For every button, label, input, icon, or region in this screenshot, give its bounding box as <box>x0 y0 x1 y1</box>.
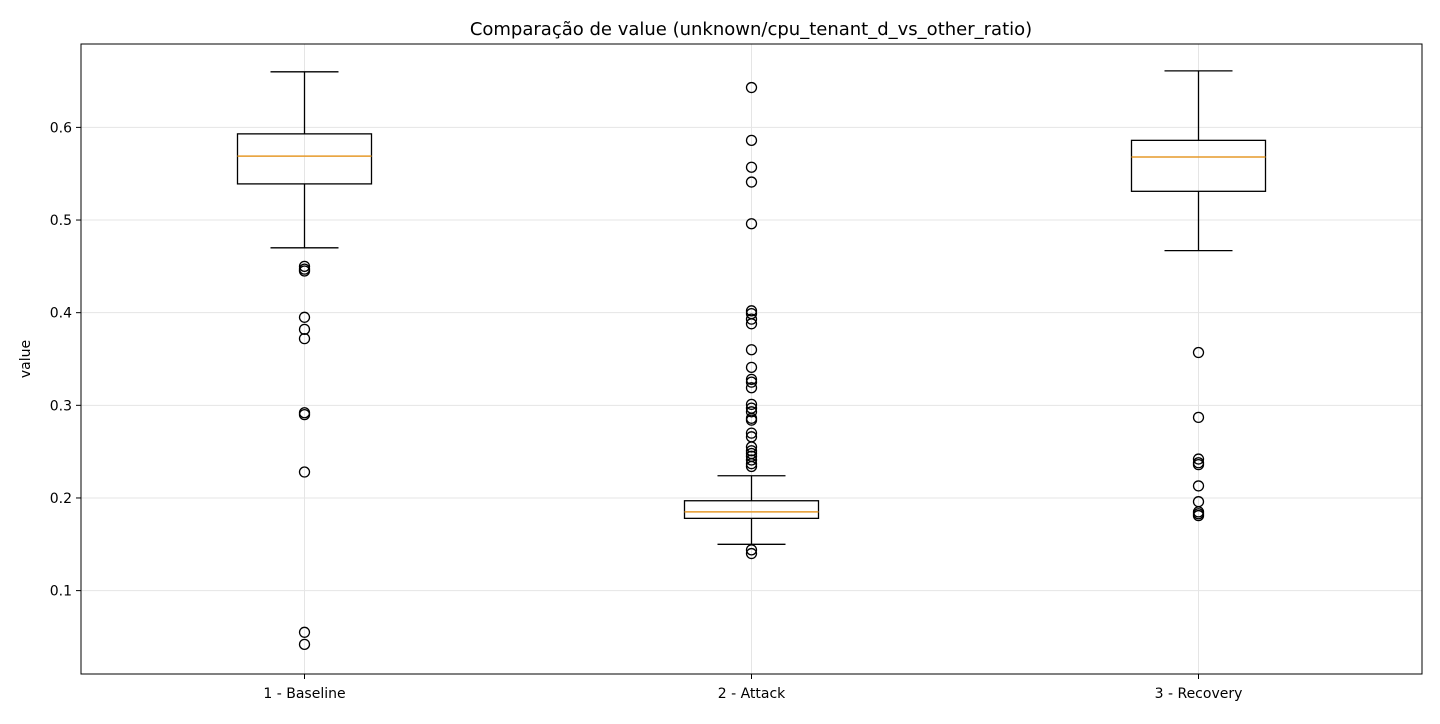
y-tick-label: 0.4 <box>50 306 72 322</box>
outlier-point <box>745 134 758 147</box>
outlier-point <box>745 361 758 373</box>
outlier-point <box>745 458 758 470</box>
outlier-point <box>745 427 758 439</box>
x-tick-label: 1 - Baseline <box>263 686 345 702</box>
outlier-point <box>745 373 758 386</box>
box-group <box>683 81 820 560</box>
outlier-point <box>745 547 758 560</box>
y-tick-label: 0.2 <box>50 491 72 507</box>
y-tick-label: 0.6 <box>50 120 72 136</box>
outlier-point <box>1192 411 1205 424</box>
grid-layer <box>81 44 1422 674</box>
outlier-point <box>745 318 758 330</box>
y-tick-label: 0.5 <box>50 213 72 229</box>
outlier-point <box>745 445 758 457</box>
outlier-point <box>1192 346 1205 359</box>
outlier-point <box>745 305 758 317</box>
outlier-point <box>1192 453 1205 465</box>
outlier-point <box>745 313 758 325</box>
outlier-point <box>745 406 758 418</box>
y-axis-label: value <box>18 340 34 378</box>
box-layer <box>236 70 1267 651</box>
outlier-point <box>745 344 758 356</box>
outlier-point <box>298 408 311 421</box>
iqr-box <box>236 133 373 185</box>
outlier-point <box>298 626 311 638</box>
outlier-point <box>298 265 311 277</box>
y-tick-label: 0.3 <box>50 398 72 414</box>
outlier-point <box>745 441 758 453</box>
outlier-point <box>745 161 758 173</box>
outlier-point <box>745 218 758 230</box>
x-tick-label: 2 - Attack <box>718 686 786 702</box>
outlier-point <box>745 376 758 388</box>
outlier-point <box>1192 509 1205 522</box>
outlier-point <box>298 260 311 273</box>
outlier-point <box>1192 480 1205 492</box>
outlier-point <box>745 544 758 556</box>
outlier-point <box>298 323 311 336</box>
iqr-box <box>683 500 820 520</box>
box-group <box>1130 70 1267 522</box>
outlier-point <box>745 382 758 394</box>
outlier-point <box>298 332 311 345</box>
outlier-point <box>745 398 758 411</box>
outlier-point <box>745 176 758 188</box>
box-group <box>236 71 373 651</box>
outlier-point <box>298 311 311 323</box>
x-tick-label: 3 - Recovery <box>1155 686 1243 702</box>
axis-layer: 0.1 0.2 0.3 0.4 0.5 0.6 1 - Baseline 2 - Attack… <box>50 120 1243 702</box>
iqr-box <box>1130 139 1267 192</box>
outlier-point <box>1192 458 1205 471</box>
outlier-point <box>745 454 758 466</box>
chart-title: Comparação de value (unknown/cpu_tenant_… <box>470 19 1032 40</box>
y-tick-label: 0.1 <box>50 584 72 600</box>
outlier-point <box>745 414 758 426</box>
outlier-point <box>745 81 758 94</box>
outlier-point <box>745 460 758 473</box>
outlier-point <box>298 466 311 478</box>
outlier-point <box>298 638 311 651</box>
